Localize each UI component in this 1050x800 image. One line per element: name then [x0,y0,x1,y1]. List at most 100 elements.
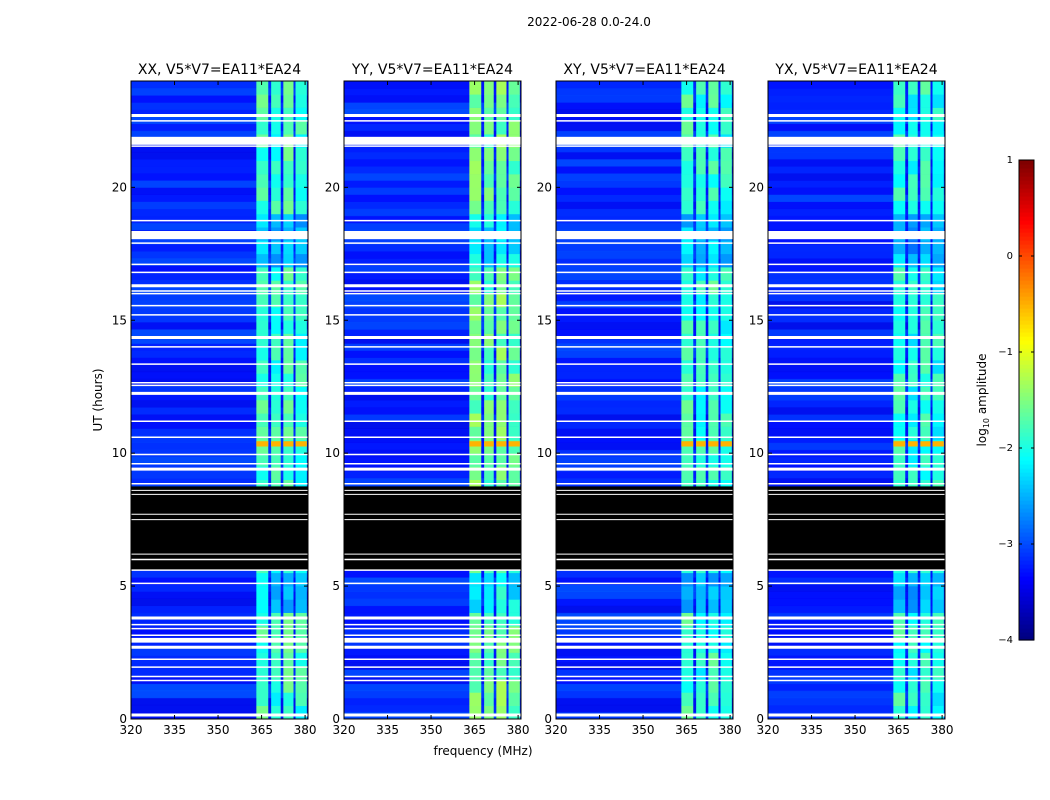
signal-cell [908,267,918,281]
signal-cell [720,94,732,108]
y-tick-label: 5 [544,579,552,593]
noise-strip [556,577,733,585]
gap-block [131,637,308,642]
signal-cell [708,174,719,188]
signal-cell [893,426,906,441]
signal-cell [295,160,307,175]
signal-cell [469,81,482,95]
signal-cell [932,174,944,188]
signal-cell [271,705,281,719]
signal-cell [908,705,918,719]
noise-strip [556,102,733,110]
colorbar-label-rest: amplitude [975,354,989,418]
signal-cell [708,253,719,268]
signal-cell [893,253,906,268]
signal-cell [696,94,706,108]
colorbar-step [1019,568,1034,573]
signal-cell [484,599,494,613]
noise-strip [768,357,945,366]
signal-cell [508,333,520,348]
signal-cell [681,426,694,441]
burst-cell [720,441,732,447]
noise-strip [131,222,308,231]
signal-cell [696,240,706,255]
signal-cell [932,200,944,215]
signal-cell [496,293,507,308]
colorbar-step [1019,448,1034,453]
noise-strip [768,385,945,394]
signal-cell [696,360,706,374]
signal-cell [920,625,931,640]
signal-cell [681,160,694,175]
noise-strip [344,605,521,614]
signal-cell [508,439,520,454]
signal-cell [708,333,719,348]
heatmap-image [344,81,521,719]
signal-cell [469,174,482,188]
colorbar-step [1019,340,1034,345]
signal-cell [496,346,507,361]
signal-cell [484,306,494,321]
noise-strip [131,641,308,649]
signal-cell [696,187,706,201]
noise-strip [344,293,521,302]
colorbar-step [1019,332,1034,337]
signal-cell [256,147,269,162]
signal-cell [469,466,482,481]
signal-cell [496,705,507,719]
signal-cell [508,94,520,108]
signal-cell [696,200,706,215]
colorbar-step [1019,472,1034,477]
signal-cell [271,679,281,693]
signal-cell [893,267,906,281]
signal-cell [469,267,482,281]
colorbar-step [1019,260,1034,265]
signal-cell [469,306,482,321]
signal-cell [932,625,944,640]
signal-cell [681,306,694,321]
signal-cell [708,679,719,693]
colorbar-step [1019,588,1034,593]
colorbar-step [1019,228,1034,233]
signal-cell [256,81,269,95]
signal-cell [708,599,719,613]
colorbar-step [1019,304,1034,309]
signal-cell [908,293,918,308]
x-tick-label: 380 [294,723,317,737]
signal-cell [283,94,294,108]
signal-cell [920,705,931,719]
signal-cell [283,320,294,334]
signal-cell [908,147,918,162]
signal-cell [496,120,507,135]
signal-cell [256,293,269,308]
noise-strip [768,414,945,422]
colorbar-step [1019,592,1034,597]
signal-cell [920,120,931,135]
noise-strip [344,109,521,117]
signal-cell [696,572,706,587]
colorbar-step [1019,508,1034,513]
signal-cell [893,94,906,108]
noise-strip [131,265,308,273]
noise-strip [344,584,521,592]
signal-cell [271,174,281,188]
noise-strip [556,208,733,217]
signal-cell [271,306,281,321]
noise-strip [131,392,308,401]
signal-cell [508,400,520,414]
colorbar-step [1019,460,1034,465]
noise-strip [768,690,945,699]
signal-cell [256,599,269,613]
noise-strip [344,88,521,96]
signal-cell [681,320,694,334]
noise-strip [556,477,733,486]
signal-cell [920,94,931,108]
signal-cell [720,705,732,719]
noise-strip [344,364,521,373]
noise-strip [344,336,521,344]
noise-strip [556,385,733,394]
noise-strip [556,244,733,252]
signal-cell [708,665,719,680]
colorbar-step [1019,256,1034,261]
signal-cell [295,599,307,613]
